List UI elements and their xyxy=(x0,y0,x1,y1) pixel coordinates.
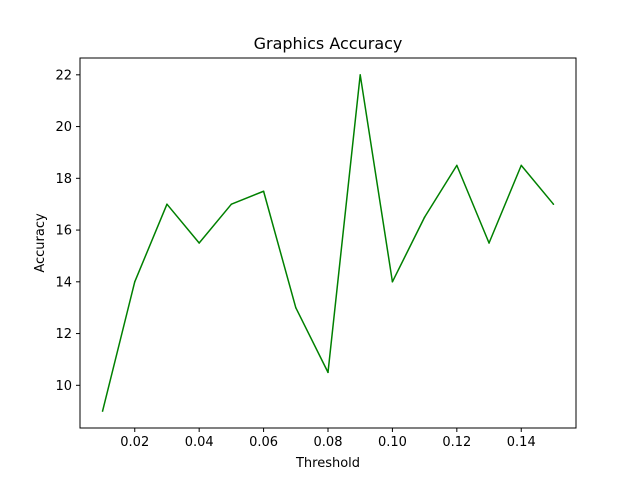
x-tick-label: 0.10 xyxy=(378,435,407,450)
x-tick-label: 0.04 xyxy=(185,435,214,450)
y-axis-label: Accuracy xyxy=(33,213,48,273)
data-point xyxy=(391,281,394,283)
y-tick-label: 10 xyxy=(55,379,72,394)
x-tick-label: 0.08 xyxy=(314,435,343,450)
data-point xyxy=(230,203,233,205)
plot-area xyxy=(101,74,555,412)
data-point xyxy=(198,242,200,244)
y-tick-label: 16 xyxy=(55,224,72,239)
series-line xyxy=(101,74,555,412)
chart-title: Graphics Accuracy xyxy=(254,34,403,53)
data-point xyxy=(101,410,104,412)
x-axis-label: Threshold xyxy=(295,456,360,471)
y-axis-ticks: 10 12 14 16 18 20 22 xyxy=(55,68,80,394)
data-point xyxy=(327,371,329,374)
y-tick-label: 12 xyxy=(55,327,72,342)
x-axis-ticks: 0.02 0.04 0.06 0.08 0.10 0.12 0.14 xyxy=(120,428,536,450)
x-tick-label: 0.14 xyxy=(507,435,536,450)
data-point xyxy=(359,74,361,76)
data-point xyxy=(166,203,168,205)
data-point xyxy=(520,164,522,167)
data-point xyxy=(262,190,265,193)
plot-frame xyxy=(79,57,577,429)
y-tick-label: 20 xyxy=(55,120,72,135)
y-tick-label: 14 xyxy=(55,275,72,290)
data-point xyxy=(488,242,490,244)
data-point xyxy=(295,306,297,309)
data-point xyxy=(134,281,136,283)
data-point xyxy=(456,164,458,167)
x-tick-label: 0.12 xyxy=(442,435,471,450)
x-tick-label: 0.06 xyxy=(249,435,278,450)
data-point xyxy=(423,216,426,218)
y-tick-label: 18 xyxy=(55,172,72,187)
y-tick-label: 22 xyxy=(55,68,72,83)
x-tick-label: 0.02 xyxy=(120,435,149,450)
data-point xyxy=(552,203,555,205)
